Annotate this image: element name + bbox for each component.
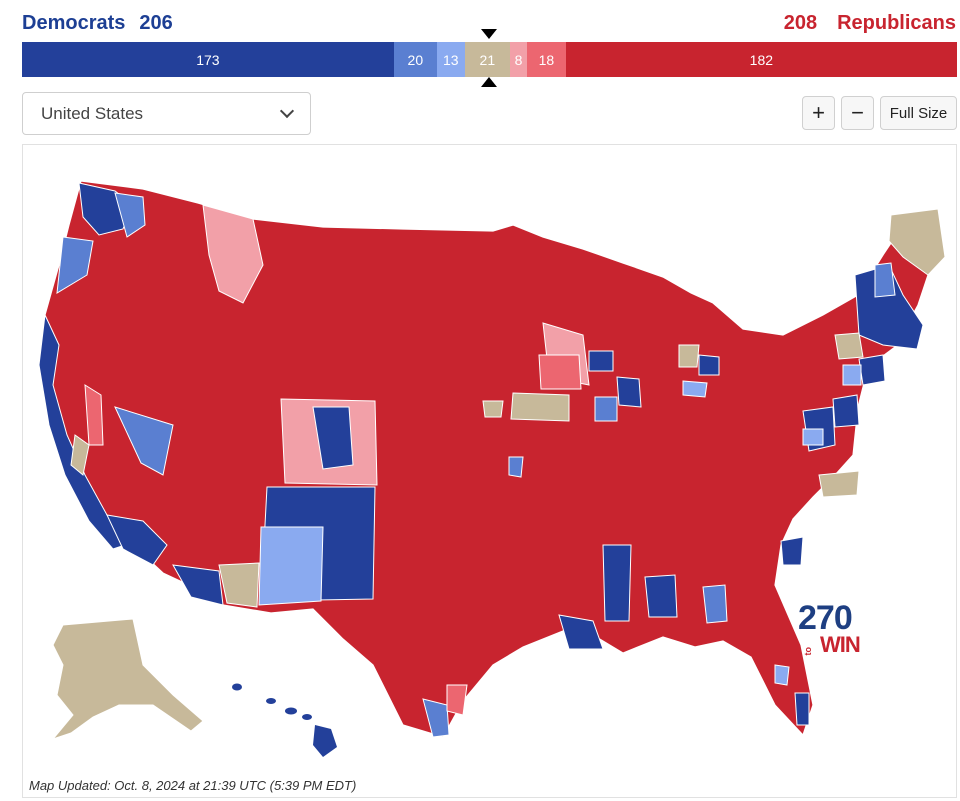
map-virginia-lean-dem[interactable]: [802, 428, 824, 446]
270towin-logo: 270 to WIN: [798, 601, 868, 661]
map-nc-dem[interactable]: [780, 536, 804, 566]
map-georgia-likely-dem[interactable]: [702, 584, 728, 624]
map-updated-text: Map Updated: Oct. 8, 2024 at 21:39 UTC (…: [29, 778, 357, 793]
map-maine-tossup[interactable]: [888, 208, 946, 276]
logo-number: 270: [798, 599, 853, 637]
seat-bar-segment-safe-rep[interactable]: 182: [565, 42, 957, 77]
seat-bar-segment-lean-dem[interactable]: 13: [436, 42, 465, 77]
logo-win: WIN: [820, 632, 861, 657]
map-oregon-coast-likely-dem[interactable]: [56, 236, 94, 294]
democrats-total: Democrats 206: [22, 12, 173, 35]
republicans-total: 208 Republicans: [784, 12, 956, 35]
map-michigan-dem[interactable]: [698, 354, 720, 376]
map-iowa-tossup[interactable]: [510, 392, 570, 422]
map-south-texas-likely-dem[interactable]: [422, 698, 450, 738]
map-socal-dem[interactable]: [106, 514, 168, 566]
seat-bar-segment-tossup[interactable]: 21: [464, 42, 510, 77]
map-florida-lean-dem[interactable]: [774, 664, 790, 686]
map-new-england-likely-dem[interactable]: [874, 262, 896, 298]
map-new-mexico-lean-dem[interactable]: [258, 526, 324, 606]
map-hawaii-island-1[interactable]: [232, 683, 242, 691]
republicans-count: 208: [783, 12, 818, 34]
map-pennsylvania-dem[interactable]: [832, 394, 860, 428]
map-nv-likely-dem[interactable]: [114, 406, 174, 476]
democrats-label: Democrats: [22, 12, 126, 34]
us-district-map-svg[interactable]: [23, 145, 957, 798]
map-california-tossup[interactable]: [70, 434, 90, 476]
map-chicago-likely-dem[interactable]: [594, 396, 618, 422]
seat-bar-segment-likely-dem[interactable]: 20: [393, 42, 437, 77]
map-louisiana-dem[interactable]: [558, 614, 604, 650]
map-hawaii-island-4[interactable]: [302, 714, 312, 720]
map-nyc-lean-dem[interactable]: [842, 364, 862, 386]
seat-bar-segment-lean-rep[interactable]: 8: [509, 42, 528, 77]
zoom-in-button[interactable]: +: [802, 96, 835, 130]
map-virginia-tossup[interactable]: [818, 470, 860, 498]
map-alabama-dem[interactable]: [644, 574, 678, 618]
map-ohio-lean-dem[interactable]: [682, 380, 708, 398]
map-south-texas-likely-rep[interactable]: [446, 684, 468, 716]
map-hawaii-island-3[interactable]: [285, 707, 297, 715]
logo-to: to: [803, 646, 813, 656]
map-alaska-tossup[interactable]: [51, 618, 204, 741]
map-kansas-city-dem[interactable]: [508, 456, 524, 478]
map-washington-lean[interactable]: [114, 192, 146, 238]
map-hawaii-island-2[interactable]: [266, 698, 276, 704]
map-minneapolis-dem[interactable]: [588, 350, 614, 372]
map-wisconsin-likely-rep[interactable]: [538, 354, 582, 390]
map-chicago-dem[interactable]: [616, 376, 642, 408]
map-california-likely-rep[interactable]: [84, 384, 104, 446]
map-michigan-tossup[interactable]: [678, 344, 700, 368]
region-select[interactable]: United States: [22, 92, 311, 135]
map-arizona-tossup[interactable]: [218, 562, 260, 608]
map-hawaii-big-island[interactable]: [313, 725, 337, 757]
seat-rating-bar: 173 20 13 21 8 18 182: [22, 42, 957, 77]
chevron-down-icon: [279, 103, 295, 118]
map-montana-lean-rep[interactable]: [202, 204, 264, 304]
map-arizona-dem[interactable]: [172, 564, 224, 606]
logo-subtext: to WIN: [798, 632, 868, 657]
map-florida-dem[interactable]: [794, 692, 810, 726]
map-new-york-tossup[interactable]: [834, 332, 864, 360]
seat-bar-segment-safe-dem[interactable]: 173: [22, 42, 394, 77]
map-nebraska-tossup[interactable]: [482, 400, 504, 418]
map-nyc-area-dem[interactable]: [858, 354, 886, 386]
democrats-count: 206: [139, 12, 173, 34]
map-colorado-dem[interactable]: [312, 406, 354, 470]
district-map: 270 to WIN Map Updated: Oct. 8, 2024 at …: [22, 144, 957, 798]
majority-marker-top-icon: [481, 29, 497, 39]
majority-marker-bottom-icon: [481, 77, 497, 87]
full-size-button[interactable]: Full Size: [880, 96, 957, 130]
zoom-out-button[interactable]: −: [841, 96, 874, 130]
seat-totals: Democrats 206 208 Republicans: [22, 12, 956, 38]
republicans-label: Republicans: [837, 12, 956, 34]
map-mississippi-dem[interactable]: [602, 544, 632, 622]
region-select-value: United States: [41, 103, 144, 123]
seat-bar-segment-likely-rep[interactable]: 18: [527, 42, 566, 77]
